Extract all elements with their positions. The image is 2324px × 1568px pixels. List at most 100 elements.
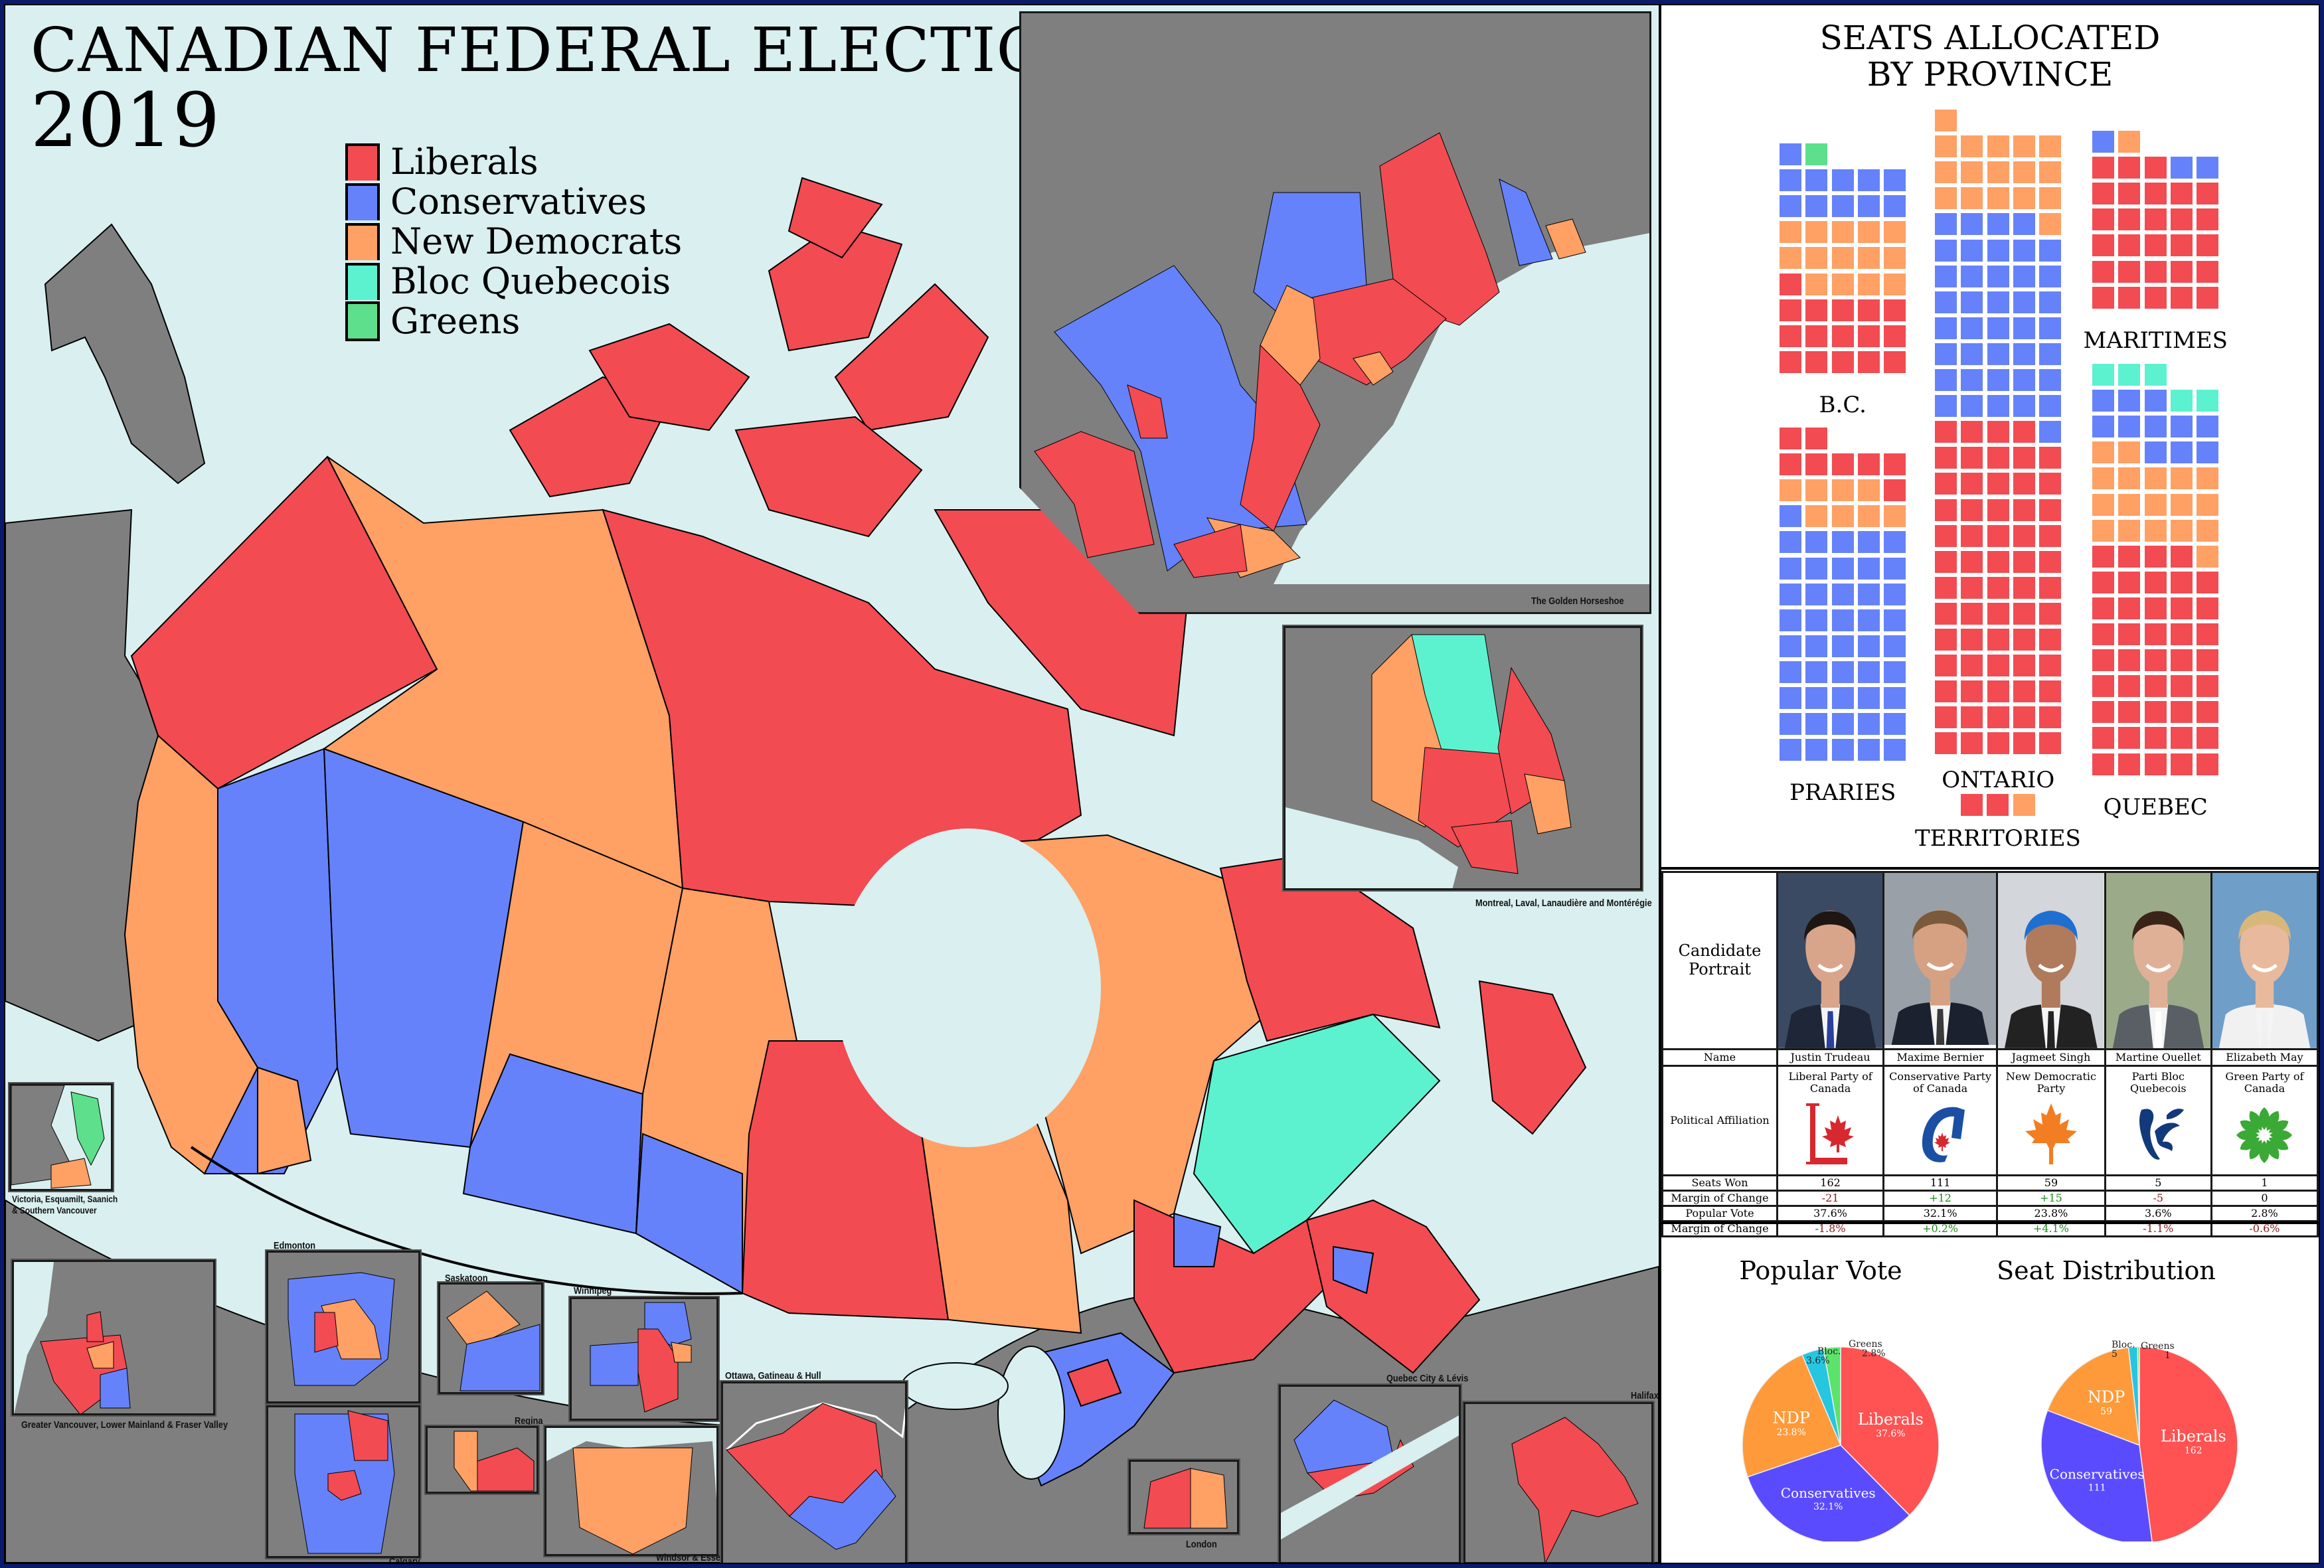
affiliation-cell: Liberal Party of Canada [1778, 1066, 1883, 1174]
seat-square [2013, 680, 2035, 703]
seat-square [2197, 390, 2219, 412]
party-name: Parti Bloc Quebecois [2130, 1069, 2187, 1095]
portrait-ouellet [2106, 873, 2210, 1048]
seat-square [2118, 234, 2141, 257]
seat-square [1935, 706, 1957, 729]
seat-square [1987, 680, 2009, 703]
seat-square [1961, 369, 1983, 391]
seat-square [2092, 260, 2114, 283]
seat-square [2092, 131, 2114, 153]
seat-square [1987, 706, 2009, 729]
seat-square [1961, 343, 1983, 365]
seat-square [1987, 473, 2009, 495]
inset-edmonton [266, 1251, 420, 1403]
montreal-map [1286, 634, 1572, 888]
seat-square [2197, 675, 2219, 698]
seat-square [1805, 325, 1828, 347]
seat-square [1961, 265, 1983, 287]
seat-square [1805, 143, 1828, 165]
seat-square [2039, 291, 2062, 313]
seat-square [2118, 701, 2141, 724]
seat-square [1935, 265, 1957, 287]
seat-square [2197, 441, 2219, 464]
inset-label-windsor: Windsor & Essex [656, 1552, 726, 1563]
inset-calgary [266, 1405, 420, 1558]
seat-square [2092, 390, 2114, 412]
seat-square [1961, 706, 1983, 729]
seat-square [1935, 550, 1957, 573]
seat-square [1935, 473, 1957, 495]
victoria-map [11, 1085, 105, 1189]
seat-square [1935, 524, 1957, 547]
seat-square [1987, 395, 2009, 418]
seat-square [1831, 273, 1854, 295]
seat-square [1857, 479, 1880, 502]
seat-square [1884, 739, 1906, 761]
seat-square [2170, 416, 2193, 438]
seat-square [1805, 221, 1828, 244]
seat-square [1857, 169, 1880, 192]
seat-square [1961, 447, 1983, 469]
seat-square [1831, 609, 1854, 631]
seat-square [1831, 169, 1854, 192]
pie-slice [1823, 1346, 1841, 1446]
seat-square [1884, 583, 1906, 605]
portrait-image [1884, 873, 1997, 1046]
svg-text:2.8%: 2.8% [1862, 1348, 1886, 1359]
seat-square [1857, 713, 1880, 736]
seat-square [2144, 234, 2167, 257]
seat-square [1780, 221, 1801, 244]
inset-winnipeg [570, 1297, 718, 1421]
seat-square [2118, 545, 2141, 568]
seat-square [1884, 609, 1906, 631]
seat-square [1805, 687, 1828, 709]
legend-item-greens: Greens [345, 301, 682, 341]
seat-square [2144, 286, 2167, 309]
bloc-logo-icon [2139, 1108, 2185, 1160]
inset-label-halifax: Halifax [1631, 1390, 1659, 1401]
seat-square [1780, 195, 1801, 218]
seat-square [2144, 545, 2167, 568]
seat-square [2170, 157, 2193, 179]
seat-square [1987, 447, 2009, 469]
seat-square [1831, 299, 1854, 321]
seat-square [2039, 343, 2062, 365]
seats-won: 162 [1778, 1176, 1883, 1190]
seat-square [2170, 649, 2193, 672]
candidate-table-grid: Candidate Portrait Name Justin Trudeau M… [1661, 871, 2319, 1237]
candidate-name: Martine Ouellet [2106, 1050, 2210, 1065]
seat-square [2092, 286, 2114, 309]
seat-square [1780, 661, 1801, 683]
svg-text:162: 162 [2185, 1446, 2202, 1456]
golden-horseshoe-map [1034, 132, 1649, 584]
seat-square [2170, 390, 2193, 412]
seat-square [1831, 195, 1854, 218]
seat-change: 0 [2212, 1191, 2317, 1205]
svg-text:Conservatives: Conservatives [1781, 1485, 1876, 1501]
seat-square [1857, 531, 1880, 554]
svg-text:NDP: NDP [1772, 1409, 1809, 1427]
inset-windsor [544, 1426, 718, 1556]
seat-square [1884, 273, 1906, 295]
seat-square [1831, 557, 1854, 580]
seat-change-row: Margin of Change -21 +12 +15 -5 0 [1663, 1191, 2317, 1205]
svg-text:5: 5 [2112, 1349, 2117, 1360]
row-label-vote-change: Margin of Change [1663, 1221, 1776, 1235]
seat-square [1831, 687, 1854, 709]
waffle-title: SEATS ALLOCATED BY PROVINCE [1819, 19, 2161, 94]
seat-square [1780, 505, 1801, 528]
svg-text:32.1%: 32.1% [1813, 1502, 1843, 1512]
seat-square [2197, 208, 2219, 231]
portrait-cell [1884, 873, 1997, 1048]
seat-square [2013, 265, 2035, 287]
seat-square [2170, 597, 2193, 619]
vote-change: -1.1% [2106, 1221, 2210, 1235]
seat-square [1961, 317, 1983, 339]
seat-square [1780, 273, 1801, 295]
seat-square [2118, 416, 2141, 438]
ndp-logo-icon [2025, 1103, 2077, 1164]
seat-square [1961, 187, 1983, 210]
seat-square [1935, 447, 1957, 469]
swatch-liberals [345, 143, 380, 181]
swatch-bloc [345, 263, 380, 300]
